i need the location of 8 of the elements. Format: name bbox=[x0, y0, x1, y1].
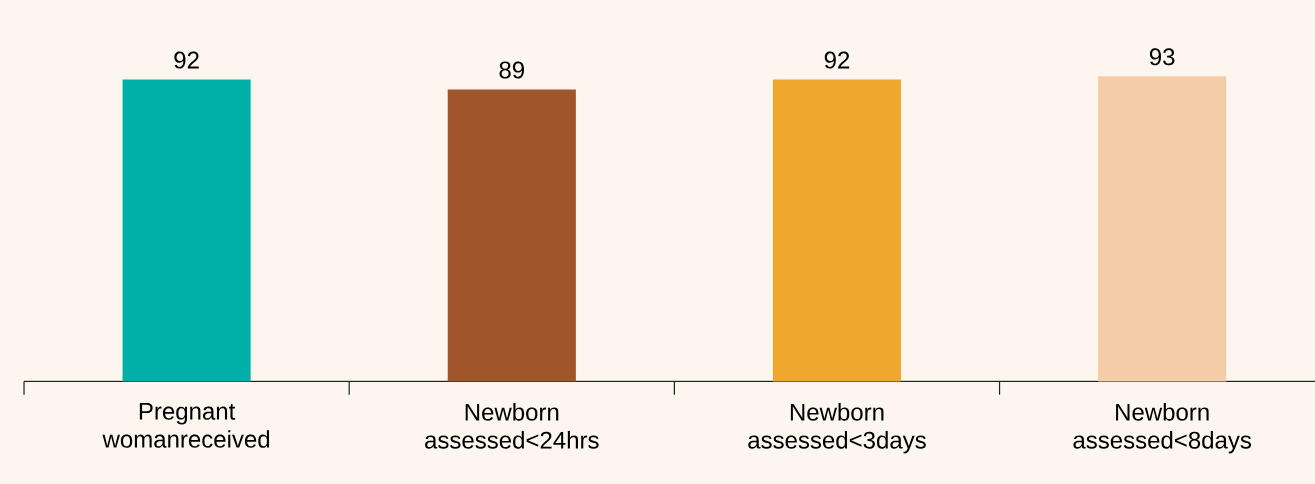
data-label: 92 bbox=[174, 51, 199, 69]
data-label: 93 bbox=[1149, 48, 1175, 66]
x-tick-label: Newborn assessed<3days bbox=[748, 402, 926, 454]
x-tick-label: Pregnant womanreceived bbox=[102, 402, 270, 448]
x-tick-label: Newborn assessed<24hrs bbox=[425, 402, 599, 449]
data-label: 89 bbox=[499, 61, 524, 79]
data-label: 92 bbox=[824, 51, 850, 69]
x-tick-label: Newborn assessed<8days bbox=[1073, 402, 1252, 454]
